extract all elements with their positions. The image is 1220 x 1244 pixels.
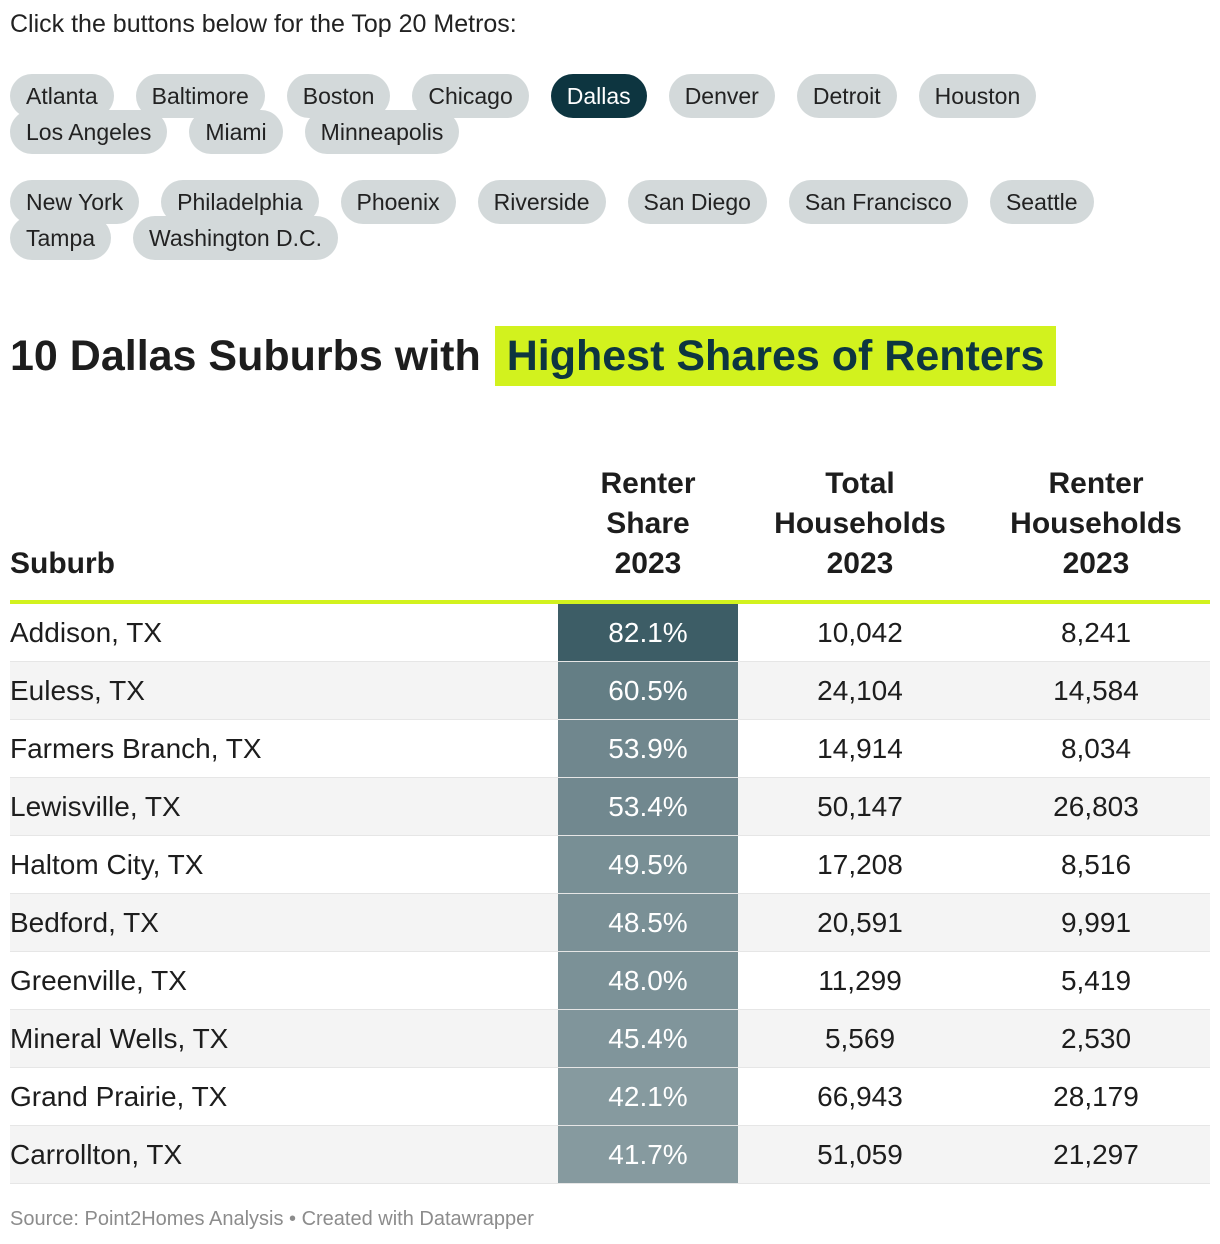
renter-share-cell: 53.4% bbox=[558, 777, 738, 836]
table-body: Addison, TX 82.1% 10,042 8,241 Euless, TX 60.… bbox=[10, 602, 1210, 1184]
metro-buttons-row-1: Atlanta Baltimore Boston Chicago Dallas Denve… bbox=[10, 74, 1210, 154]
table-row: Greenville, TX 48.0% 11,299 5,419 bbox=[10, 951, 1210, 1010]
metro-button-seattle[interactable]: Seattle bbox=[989, 180, 1094, 224]
metro-button-houston[interactable]: Houston bbox=[918, 74, 1037, 118]
renter-share-cell: 41.7% bbox=[558, 1125, 738, 1184]
column-header-renter-households[interactable]: Renter Households 2023 bbox=[982, 440, 1210, 604]
metro-button-dallas[interactable]: Dallas bbox=[550, 74, 647, 118]
source-note: Source: Point2Homes Analysis • Created w… bbox=[10, 1208, 534, 1230]
renter-share-cell: 48.5% bbox=[558, 893, 738, 952]
renter-share-cell: 45.4% bbox=[558, 1009, 738, 1068]
renter-households-cell: 14,584 bbox=[982, 661, 1210, 720]
renter-share-cell: 53.9% bbox=[558, 719, 738, 778]
renter-households-cell: 8,241 bbox=[982, 602, 1210, 662]
column-header-total-households-label: Total Households 2023 bbox=[774, 467, 946, 580]
suburb-cell: Farmers Branch, TX bbox=[10, 719, 558, 778]
suburb-cell: Mineral Wells, TX bbox=[10, 1009, 558, 1068]
total-households-cell: 17,208 bbox=[738, 835, 982, 894]
table-row: Addison, TX 82.1% 10,042 8,241 bbox=[10, 602, 1210, 662]
suburb-cell: Greenville, TX bbox=[10, 951, 558, 1010]
renter-share-cell: 49.5% bbox=[558, 835, 738, 894]
renter-share-cell: 48.0% bbox=[558, 951, 738, 1010]
title-prefix: 10 Dallas Suburbs with bbox=[10, 331, 481, 380]
column-header-total-households[interactable]: Total Households 2023 bbox=[738, 440, 982, 604]
metro-button-miami[interactable]: Miami bbox=[189, 110, 283, 154]
metro-button-san-diego[interactable]: San Diego bbox=[627, 180, 767, 224]
suburb-cell: Carrollton, TX bbox=[10, 1125, 558, 1184]
renter-households-cell: 21,297 bbox=[982, 1125, 1210, 1184]
renter-households-cell: 26,803 bbox=[982, 777, 1210, 836]
total-households-cell: 24,104 bbox=[738, 661, 982, 720]
metro-button-los-angeles[interactable]: Los Angeles bbox=[10, 110, 168, 154]
renter-share-cell: 82.1% bbox=[558, 602, 738, 662]
total-households-cell: 66,943 bbox=[738, 1067, 982, 1126]
renter-share-cell: 42.1% bbox=[558, 1067, 738, 1126]
table-row: Mineral Wells, TX 45.4% 5,569 2,530 bbox=[10, 1009, 1210, 1068]
total-households-cell: 20,591 bbox=[738, 893, 982, 952]
suburb-cell: Addison, TX bbox=[10, 602, 558, 662]
suburb-cell: Grand Prairie, TX bbox=[10, 1067, 558, 1126]
suburb-cell: Haltom City, TX bbox=[10, 835, 558, 894]
renter-share-table: Suburb Renter Share 2023 Total Household… bbox=[10, 440, 1210, 1184]
renter-households-cell: 8,516 bbox=[982, 835, 1210, 894]
total-households-cell: 50,147 bbox=[738, 777, 982, 836]
suburb-cell: Euless, TX bbox=[10, 661, 558, 720]
metro-button-tampa[interactable]: Tampa bbox=[10, 216, 112, 260]
table-row: Euless, TX 60.5% 24,104 14,584 bbox=[10, 661, 1210, 720]
title-highlight: Highest Shares of Renters bbox=[494, 326, 1057, 386]
total-households-cell: 10,042 bbox=[738, 602, 982, 662]
table-row: Farmers Branch, TX 53.9% 14,914 8,034 bbox=[10, 719, 1210, 778]
table-row: Carrollton, TX 41.7% 51,059 21,297 bbox=[10, 1125, 1210, 1184]
total-households-cell: 14,914 bbox=[738, 719, 982, 778]
renter-households-cell: 5,419 bbox=[982, 951, 1210, 1010]
renter-households-cell: 8,034 bbox=[982, 719, 1210, 778]
metro-button-phoenix[interactable]: Phoenix bbox=[340, 180, 456, 224]
table-row: Haltom City, TX 49.5% 17,208 8,516 bbox=[10, 835, 1210, 894]
metro-buttons-row-2: New York Philadelphia Phoenix Riverside San … bbox=[10, 180, 1210, 260]
renter-households-cell: 2,530 bbox=[982, 1009, 1210, 1068]
table-row: Grand Prairie, TX 42.1% 66,943 28,179 bbox=[10, 1067, 1210, 1126]
total-households-cell: 11,299 bbox=[738, 951, 982, 1010]
column-header-renter-share[interactable]: Renter Share 2023 bbox=[558, 440, 738, 604]
column-header-suburb[interactable]: Suburb bbox=[10, 440, 558, 604]
metro-button-detroit[interactable]: Detroit bbox=[796, 74, 897, 118]
column-header-renter-households-label: Renter Households 2023 bbox=[1010, 467, 1182, 580]
table-header-row: Suburb Renter Share 2023 Total Household… bbox=[10, 440, 1210, 604]
suburb-cell: Lewisville, TX bbox=[10, 777, 558, 836]
total-households-cell: 5,569 bbox=[738, 1009, 982, 1068]
renter-households-cell: 28,179 bbox=[982, 1067, 1210, 1126]
chart-title: 10 Dallas Suburbs with Highest Shares of… bbox=[10, 326, 1057, 386]
metro-button-riverside[interactable]: Riverside bbox=[477, 180, 606, 224]
renter-households-cell: 9,991 bbox=[982, 893, 1210, 952]
table-row: Bedford, TX 48.5% 20,591 9,991 bbox=[10, 893, 1210, 952]
suburb-cell: Bedford, TX bbox=[10, 893, 558, 952]
column-header-renter-share-label: Renter Share 2023 bbox=[600, 467, 696, 580]
table-row: Lewisville, TX 53.4% 50,147 26,803 bbox=[10, 777, 1210, 836]
renter-share-cell: 60.5% bbox=[558, 661, 738, 720]
total-households-cell: 51,059 bbox=[738, 1125, 982, 1184]
intro-text: Click the buttons below for the Top 20 M… bbox=[10, 10, 517, 38]
metro-button-san-francisco[interactable]: San Francisco bbox=[788, 180, 968, 224]
metro-button-washington-d-c[interactable]: Washington D.C. bbox=[133, 216, 339, 260]
metro-button-denver[interactable]: Denver bbox=[668, 74, 775, 118]
metro-button-minneapolis[interactable]: Minneapolis bbox=[304, 110, 460, 154]
